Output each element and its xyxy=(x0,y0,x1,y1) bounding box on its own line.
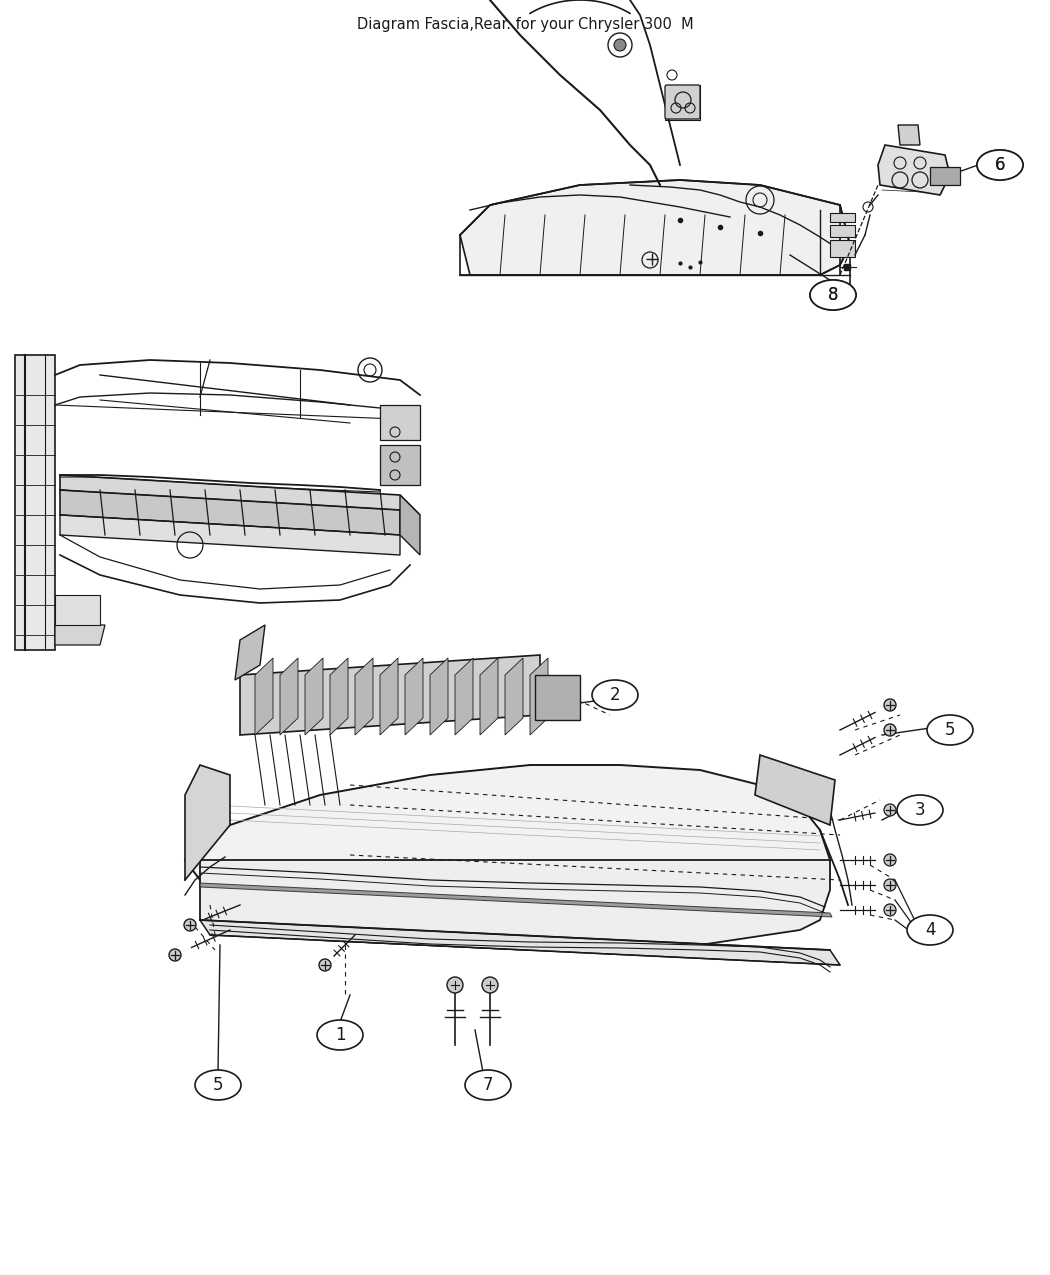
Ellipse shape xyxy=(976,150,1023,180)
Circle shape xyxy=(884,699,896,711)
Circle shape xyxy=(482,977,498,993)
Polygon shape xyxy=(665,85,700,120)
Polygon shape xyxy=(530,658,548,734)
Polygon shape xyxy=(480,658,498,734)
Polygon shape xyxy=(455,658,472,734)
Ellipse shape xyxy=(897,796,943,825)
Text: 1: 1 xyxy=(335,1026,345,1044)
Circle shape xyxy=(884,805,896,816)
Text: 5: 5 xyxy=(945,720,956,739)
Circle shape xyxy=(884,854,896,866)
Polygon shape xyxy=(304,658,323,734)
Polygon shape xyxy=(355,658,373,734)
Text: 2: 2 xyxy=(610,686,621,704)
Polygon shape xyxy=(830,213,855,222)
Ellipse shape xyxy=(465,1070,511,1100)
Ellipse shape xyxy=(907,915,953,945)
Ellipse shape xyxy=(810,280,856,310)
Polygon shape xyxy=(185,765,230,880)
Ellipse shape xyxy=(195,1070,242,1100)
Polygon shape xyxy=(185,765,830,933)
Text: 6: 6 xyxy=(994,156,1005,173)
Polygon shape xyxy=(380,658,398,734)
Ellipse shape xyxy=(976,150,1023,180)
Text: 4: 4 xyxy=(925,921,936,938)
Polygon shape xyxy=(280,658,298,734)
Text: 8: 8 xyxy=(827,286,838,303)
Polygon shape xyxy=(460,180,850,275)
Polygon shape xyxy=(200,884,832,917)
Polygon shape xyxy=(755,755,835,825)
Polygon shape xyxy=(60,476,420,520)
Polygon shape xyxy=(380,445,420,484)
Text: 6: 6 xyxy=(994,156,1005,173)
Polygon shape xyxy=(898,125,920,145)
Text: 8: 8 xyxy=(827,286,838,303)
Polygon shape xyxy=(430,658,448,734)
Text: Diagram Fascia,Rear. for your Chrysler 300  M: Diagram Fascia,Rear. for your Chrysler 3… xyxy=(357,17,693,32)
Text: 7: 7 xyxy=(483,1076,493,1094)
Text: 3: 3 xyxy=(915,801,925,819)
Polygon shape xyxy=(55,595,100,625)
Text: 5: 5 xyxy=(213,1076,224,1094)
Circle shape xyxy=(884,878,896,891)
Polygon shape xyxy=(830,224,855,237)
Polygon shape xyxy=(60,515,400,555)
Circle shape xyxy=(319,959,331,972)
Polygon shape xyxy=(536,674,580,720)
Polygon shape xyxy=(60,490,400,536)
FancyBboxPatch shape xyxy=(665,85,700,119)
Polygon shape xyxy=(55,625,105,645)
Polygon shape xyxy=(878,145,950,195)
Polygon shape xyxy=(930,167,960,185)
Circle shape xyxy=(884,724,896,736)
Circle shape xyxy=(614,40,626,51)
Polygon shape xyxy=(200,921,840,965)
Circle shape xyxy=(184,919,196,931)
Polygon shape xyxy=(830,240,855,258)
Polygon shape xyxy=(235,625,265,680)
Ellipse shape xyxy=(592,680,638,710)
Polygon shape xyxy=(330,658,348,734)
Polygon shape xyxy=(380,405,420,440)
Ellipse shape xyxy=(810,280,856,310)
Ellipse shape xyxy=(927,715,973,745)
Circle shape xyxy=(884,904,896,915)
Circle shape xyxy=(169,949,181,961)
Ellipse shape xyxy=(317,1020,363,1051)
Circle shape xyxy=(447,977,463,993)
Polygon shape xyxy=(400,495,420,555)
Polygon shape xyxy=(505,658,523,734)
Polygon shape xyxy=(255,658,273,734)
Polygon shape xyxy=(405,658,423,734)
Polygon shape xyxy=(240,655,540,734)
Polygon shape xyxy=(200,861,830,950)
Polygon shape xyxy=(15,354,55,650)
